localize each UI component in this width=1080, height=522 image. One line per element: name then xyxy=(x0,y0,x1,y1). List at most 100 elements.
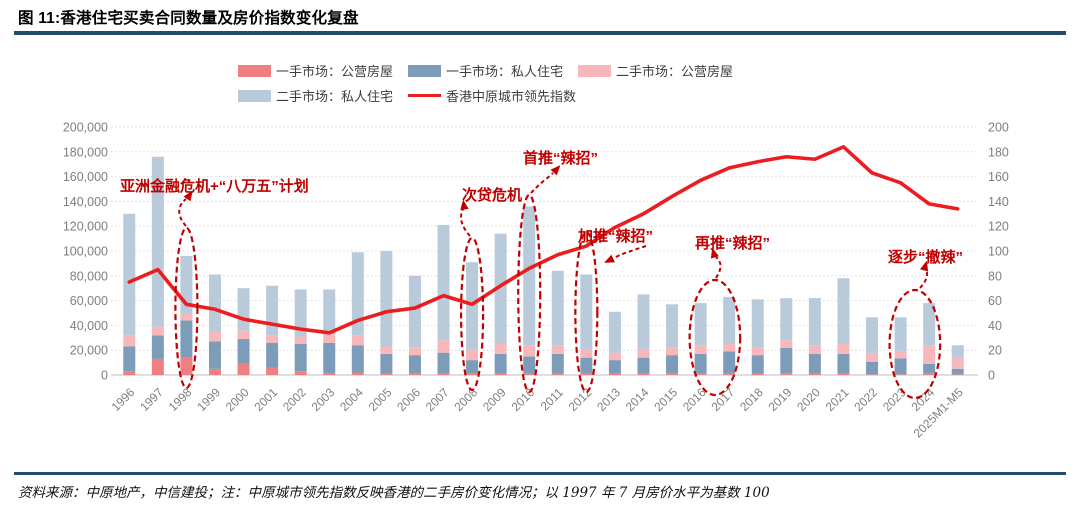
svg-text:100: 100 xyxy=(988,245,1009,259)
legend-item-index-line: 香港中原城市领先指数 xyxy=(408,86,618,105)
legend-swatch-index-line xyxy=(408,93,441,98)
annotation-arrowhead xyxy=(710,247,719,259)
bar-2005 xyxy=(380,251,393,375)
svg-text:1999: 1999 xyxy=(194,385,223,414)
gridlines xyxy=(111,126,978,376)
x-axis-labels: 1996 1997 1998 1999 2000 2001 2002 2003 2004 2005… xyxy=(109,385,966,440)
svg-text:2011: 2011 xyxy=(538,385,566,413)
svg-text:80: 80 xyxy=(988,269,1002,283)
svg-text:140: 140 xyxy=(988,195,1009,209)
legend-label: 一手市场：公营房屋 xyxy=(276,64,394,79)
svg-text:140,000: 140,000 xyxy=(63,195,108,209)
legend-swatch-secondary-public xyxy=(578,64,611,77)
legend-swatch-primary-private xyxy=(408,64,441,77)
annotation-arrowhead xyxy=(604,254,615,263)
annotation-arrowhead xyxy=(920,260,929,272)
bar-2003 xyxy=(323,289,336,375)
legend-item-primary-private: 一手市场：私人住宅 xyxy=(408,61,578,80)
right-axis-labels: 0 20 40 60 80 100 120 140 160 180 200 xyxy=(988,121,1009,383)
svg-text:2020: 2020 xyxy=(794,385,823,414)
svg-text:20: 20 xyxy=(988,344,1002,358)
bar-2018 xyxy=(751,299,764,375)
svg-text:2023: 2023 xyxy=(880,385,909,414)
highlight-ellipse-1998 xyxy=(174,226,199,390)
legend-row-2: 二手市场：私人住宅 香港中原城市领先指数 xyxy=(238,83,748,108)
highlight-ellipse-2010 xyxy=(517,193,542,394)
bar-2024 xyxy=(923,303,936,375)
svg-text:2005: 2005 xyxy=(366,385,395,414)
highlight-ellipses xyxy=(174,193,942,400)
figure-title: 图 11:香港住宅买卖合同数量及房价指数变化复盘 xyxy=(18,10,359,27)
annotation-label: 首推“辣招” xyxy=(523,149,598,167)
svg-text:40: 40 xyxy=(988,319,1002,333)
svg-text:2013: 2013 xyxy=(594,385,623,414)
svg-text:200,000: 200,000 xyxy=(63,121,108,135)
bar-1996 xyxy=(123,213,136,375)
bar-2017 xyxy=(723,296,736,375)
bar-2002 xyxy=(294,289,307,375)
annotation-arrow xyxy=(715,256,722,279)
svg-text:0: 0 xyxy=(101,369,108,383)
svg-text:2022: 2022 xyxy=(851,385,880,414)
legend-label: 二手市场：公营房屋 xyxy=(616,64,734,79)
svg-text:100,000: 100,000 xyxy=(63,245,108,259)
highlight-ellipse-2023-2024 xyxy=(888,288,942,400)
svg-text:2010: 2010 xyxy=(509,385,538,414)
svg-text:2019: 2019 xyxy=(766,385,795,414)
annotation-label: 亚洲金融危机+“八万五”计划 xyxy=(120,177,309,195)
annotation-arrow xyxy=(530,172,554,194)
legend-row-1: 一手市场：公营房屋 一手市场：私人住宅 二手市场：公营房屋 xyxy=(238,58,748,83)
bar-2015 xyxy=(666,304,679,375)
annotation-arrow xyxy=(613,245,647,259)
title-divider xyxy=(14,31,1066,35)
annotation-label: 次贷危机 xyxy=(462,186,522,204)
left-axis-labels: 0 20,000 40,000 60,000 80,000 100,000 120,000 1… xyxy=(63,121,108,383)
svg-text:1998: 1998 xyxy=(166,385,195,414)
svg-text:160,000: 160,000 xyxy=(63,170,108,184)
svg-text:160: 160 xyxy=(988,170,1009,184)
highlight-ellipse-2008 xyxy=(459,236,485,392)
svg-text:2004: 2004 xyxy=(337,385,366,414)
chart-legend: 一手市场：公营房屋 一手市场：私人住宅 二手市场：公营房屋 二手市场：私人住宅 … xyxy=(238,58,748,108)
bar-2020 xyxy=(808,298,821,375)
chart-area: 0 20,000 40,000 60,000 80,000 100,000 120,000 1… xyxy=(0,55,1080,465)
source-note: 资料来源：中原地产，中信建投；注：中原城市领先指数反映香港的二手房价变化情况；以… xyxy=(18,485,770,501)
bar-2007 xyxy=(437,224,450,375)
bar-2021 xyxy=(837,278,850,375)
annotation-arrowhead xyxy=(460,199,469,211)
bar-2006 xyxy=(408,275,421,375)
svg-text:2009: 2009 xyxy=(480,385,509,414)
highlight-ellipse-2012 xyxy=(574,230,599,394)
bar-1997 xyxy=(151,156,164,375)
svg-text:2000: 2000 xyxy=(223,385,252,414)
svg-text:2017: 2017 xyxy=(709,385,738,414)
stacked-bars xyxy=(123,156,964,375)
svg-text:120,000: 120,000 xyxy=(63,220,108,234)
bar-2023 xyxy=(894,317,907,375)
bar-2009 xyxy=(494,233,507,375)
svg-text:2021: 2021 xyxy=(823,385,852,414)
svg-text:2008: 2008 xyxy=(451,385,480,414)
bar-2010 xyxy=(523,206,536,375)
svg-text:2001: 2001 xyxy=(251,385,280,414)
svg-text:20,000: 20,000 xyxy=(70,344,108,358)
svg-text:2007: 2007 xyxy=(423,385,452,414)
legend-label: 一手市场：私人住宅 xyxy=(446,64,564,79)
svg-text:40,000: 40,000 xyxy=(70,319,108,333)
annotation-arrowhead xyxy=(550,165,561,176)
svg-text:200: 200 xyxy=(988,121,1009,135)
svg-text:80,000: 80,000 xyxy=(70,269,108,283)
bar-2025M1-M5 xyxy=(951,345,964,375)
annotation-arrow xyxy=(919,269,929,289)
bar-2016 xyxy=(694,303,707,375)
legend-item-secondary-private: 二手市场：私人住宅 xyxy=(238,86,408,105)
legend-label: 二手市场：私人住宅 xyxy=(276,89,394,104)
annotation-arrow xyxy=(178,198,187,227)
bar-2008 xyxy=(466,262,479,375)
svg-text:120: 120 xyxy=(988,220,1009,234)
bar-2019 xyxy=(780,298,793,375)
legend-swatch-secondary-private xyxy=(238,89,271,102)
svg-text:2003: 2003 xyxy=(309,385,338,414)
chart-canvas: 0 20,000 40,000 60,000 80,000 100,000 120,000 1… xyxy=(63,121,1009,441)
